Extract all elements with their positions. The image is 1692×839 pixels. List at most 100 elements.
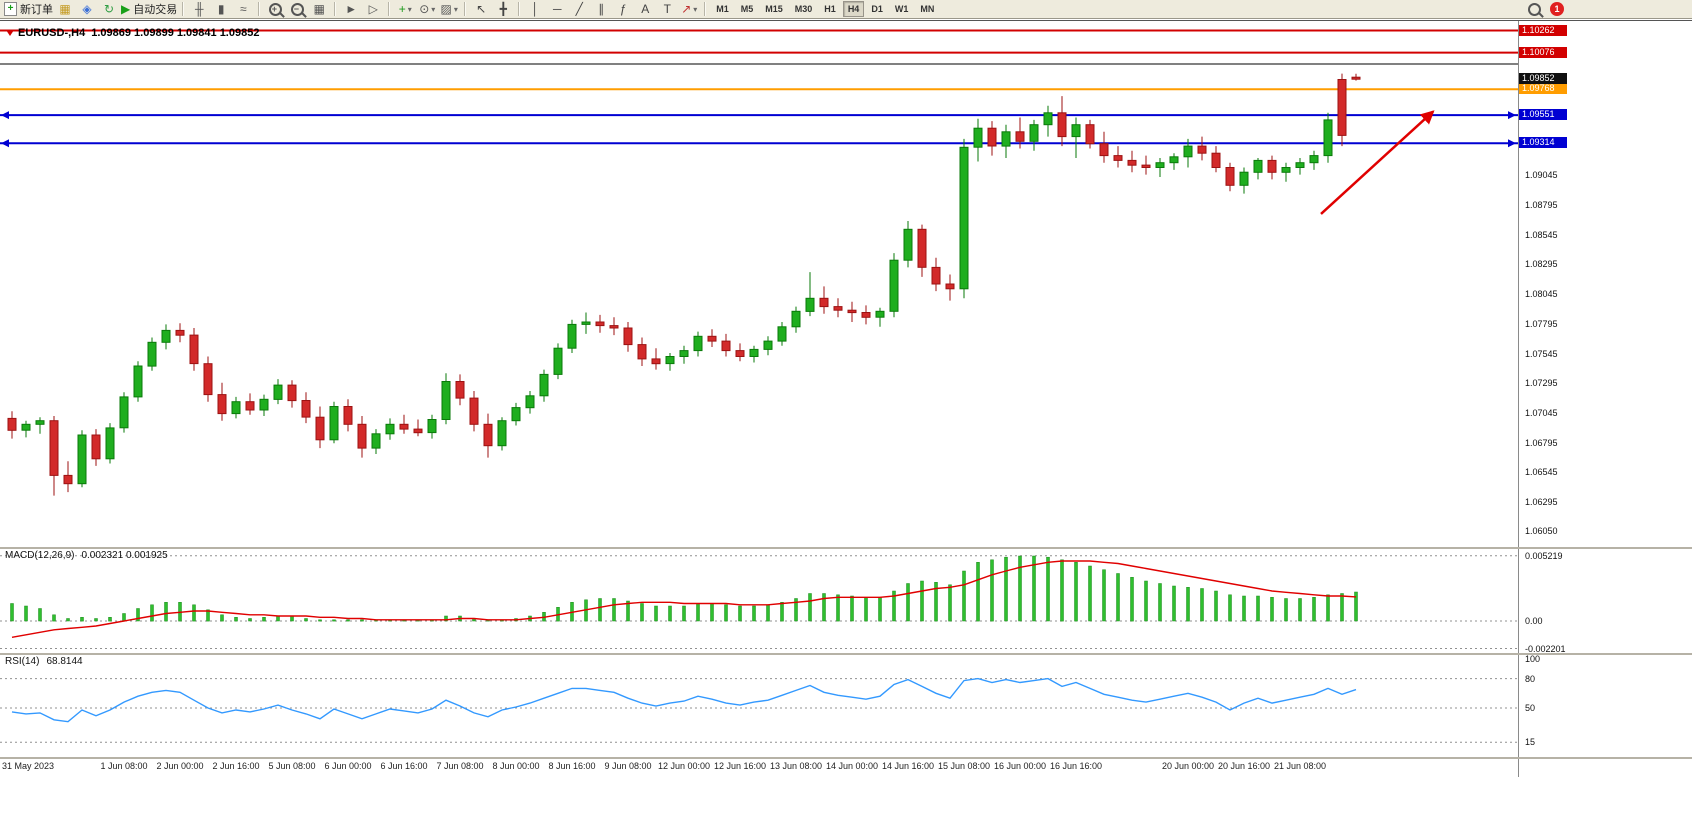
- indicators-add-icon[interactable]: + ▾: [395, 1, 415, 18]
- zoom-sign: −: [293, 3, 299, 14]
- time-label: 7 Jun 08:00: [436, 761, 484, 771]
- timeframe-w1[interactable]: W1: [894, 4, 909, 14]
- channel-icon[interactable]: ∥: [591, 1, 611, 18]
- price-scale-label: 1.07795: [1525, 318, 1558, 329]
- market-watch-icon: ▦: [59, 2, 71, 16]
- macd-signal-line: [11, 560, 1357, 638]
- bar-chart-icon: ╫: [194, 2, 204, 16]
- navigator-icon[interactable]: ◈: [77, 1, 97, 18]
- timeframe-mn[interactable]: MN: [920, 4, 935, 14]
- macd-pane-separator[interactable]: [0, 547, 1692, 549]
- dropdown-arrow-icon: ▾: [431, 4, 436, 14]
- price-scale-label: 1.08795: [1525, 199, 1558, 210]
- notification-badge[interactable]: 1: [1550, 2, 1564, 16]
- trendline-icon[interactable]: ╱: [569, 1, 589, 18]
- ohlc-quote: 1.09869 1.09899 1.09841 1.09852: [91, 27, 260, 39]
- zoom-sign: +: [271, 3, 277, 14]
- time-label: 8 Jun 00:00: [492, 761, 540, 771]
- time-label: 2 Jun 00:00: [156, 761, 204, 771]
- auto-scroll-icon: ►: [345, 2, 358, 16]
- history-refresh-icon[interactable]: ↻: [99, 1, 119, 18]
- new-order-button[interactable]: + 新订单: [4, 1, 53, 18]
- trend-arrow-annotation[interactable]: [1320, 110, 1435, 215]
- price-scale-label: 1.06545: [1525, 467, 1558, 478]
- periods-icon[interactable]: ⊙ ▾: [417, 1, 437, 18]
- chart-shift-icon[interactable]: ▷: [363, 1, 383, 18]
- autotrading-button-label: 自动交易: [133, 4, 178, 16]
- timeframe-m15[interactable]: M15: [765, 4, 783, 14]
- time-label: 31 May 2023: [2, 761, 55, 771]
- new-order-icon: +: [4, 2, 17, 16]
- templates-icon: ▨: [440, 2, 452, 16]
- line-end-arrow-icon: [1, 139, 9, 148]
- line-chart-icon[interactable]: ≈: [233, 1, 253, 18]
- rsi-pane-separator[interactable]: [0, 653, 1692, 655]
- price-axis[interactable]: 1.09045 1.08795 1.08545 1.08295 1.08045 1.077…: [1518, 21, 1692, 839]
- text-icon[interactable]: A: [635, 1, 655, 18]
- timeframe-m30[interactable]: M30: [794, 4, 813, 14]
- arrows-icon: ↗: [681, 2, 692, 16]
- fibonacci-icon[interactable]: ƒ: [613, 1, 633, 18]
- chart-window: EURUSD-,H4 1.09869 1.09899 1.09841 1.0985…: [0, 20, 1692, 839]
- market-watch-icon[interactable]: ▦: [55, 1, 75, 18]
- text-label-icon[interactable]: T: [657, 1, 677, 18]
- bar-chart-icon[interactable]: ╫: [189, 1, 209, 18]
- toolbar-buttons: + 新订单 ▦ ◈ ↻ ▶ 自动交易 ╫ ▮ ≈ + − ▦ ► ▷ + ▾ ⊙ ▾ ▨ ▾ ↖ ╋ │ ─ ╱ ∥ ƒ A T ↗ ▾ M1 M…: [3, 0, 940, 18]
- zoom-in-icon[interactable]: +: [265, 1, 285, 18]
- price-level-tag: 1.10262: [1519, 24, 1567, 36]
- arrows-icon[interactable]: ↗ ▾: [679, 1, 699, 18]
- time-label: 20 Jun 16:00: [1217, 761, 1271, 771]
- timeframe-m5[interactable]: M5: [740, 4, 754, 14]
- line-end-arrow-icon: [1508, 139, 1516, 148]
- new-order-button-label: 新订单: [20, 4, 53, 16]
- toolbar-separator: [388, 2, 391, 16]
- cursor-icon[interactable]: ↖: [471, 1, 491, 18]
- toolbar-separator: [182, 2, 185, 16]
- navigator-icon: ◈: [82, 2, 92, 16]
- vertical-line-icon: │: [531, 2, 539, 16]
- candlestick-chart-icon: ▮: [217, 2, 225, 16]
- search-icon[interactable]: [1528, 2, 1541, 16]
- time-axis[interactable]: 31 May 2023 1 Jun 08:00 2 Jun 00:00 2 Jun 1…: [0, 757, 1518, 779]
- rsi-pane[interactable]: [0, 653, 1518, 757]
- auto-scroll-icon[interactable]: ►: [341, 1, 361, 18]
- zoom-out-icon[interactable]: −: [287, 1, 307, 18]
- horizontal-line-icon[interactable]: ─: [547, 1, 567, 18]
- candlestick-chart[interactable]: [0, 21, 1518, 547]
- macd-scale-label: 0.005219: [1525, 550, 1563, 561]
- autotrading-button[interactable]: ▶ 自动交易: [121, 1, 177, 18]
- time-label: 16 Jun 16:00: [1049, 761, 1103, 771]
- timeframe-d1[interactable]: D1: [871, 4, 883, 14]
- indicators-add-icon: +: [398, 2, 406, 16]
- macd-pane[interactable]: [0, 547, 1518, 653]
- candlestick-chart-icon[interactable]: ▮: [211, 1, 231, 18]
- templates-icon[interactable]: ▨ ▾: [439, 1, 459, 18]
- rsi-scale-label: 100: [1525, 654, 1541, 664]
- price-scale-label: 1.06050: [1525, 526, 1558, 537]
- time-label: 14 Jun 16:00: [881, 761, 935, 771]
- price-level-tag: 1.09551: [1519, 109, 1567, 121]
- vertical-line-icon[interactable]: │: [525, 1, 545, 18]
- toolbar-right: 1: [1528, 2, 1692, 16]
- zoom-in-icon-glass: +: [268, 2, 282, 16]
- crosshair-icon[interactable]: ╋: [493, 1, 513, 18]
- toolbar-separator: [518, 2, 521, 16]
- timeframe-h1[interactable]: H1: [824, 4, 836, 14]
- time-label: 13 Jun 08:00: [769, 761, 823, 771]
- current-price-tag: 1.09852: [1519, 73, 1567, 85]
- fibonacci-icon: ƒ: [619, 2, 627, 16]
- price-scale-label: 1.08545: [1525, 229, 1558, 240]
- time-label: 1 Jun 08:00: [100, 761, 148, 771]
- rsi-scale-label: 15: [1525, 737, 1536, 748]
- rsi-scale-label: 80: [1525, 673, 1536, 684]
- tile-windows-icon[interactable]: ▦: [309, 1, 329, 18]
- chart-shift-icon: ▷: [368, 2, 378, 16]
- timeframe-m1[interactable]: M1: [716, 4, 729, 14]
- price-level-tag: 1.09768: [1519, 83, 1567, 95]
- tile-windows-icon: ▦: [313, 2, 325, 16]
- time-label: 6 Jun 16:00: [380, 761, 428, 771]
- timeframe-h4[interactable]: H4: [842, 1, 865, 17]
- line-chart-icon: ≈: [239, 2, 247, 16]
- time-label: 5 Jun 08:00: [268, 761, 316, 771]
- dropdown-arrow-icon: ▾: [407, 4, 412, 14]
